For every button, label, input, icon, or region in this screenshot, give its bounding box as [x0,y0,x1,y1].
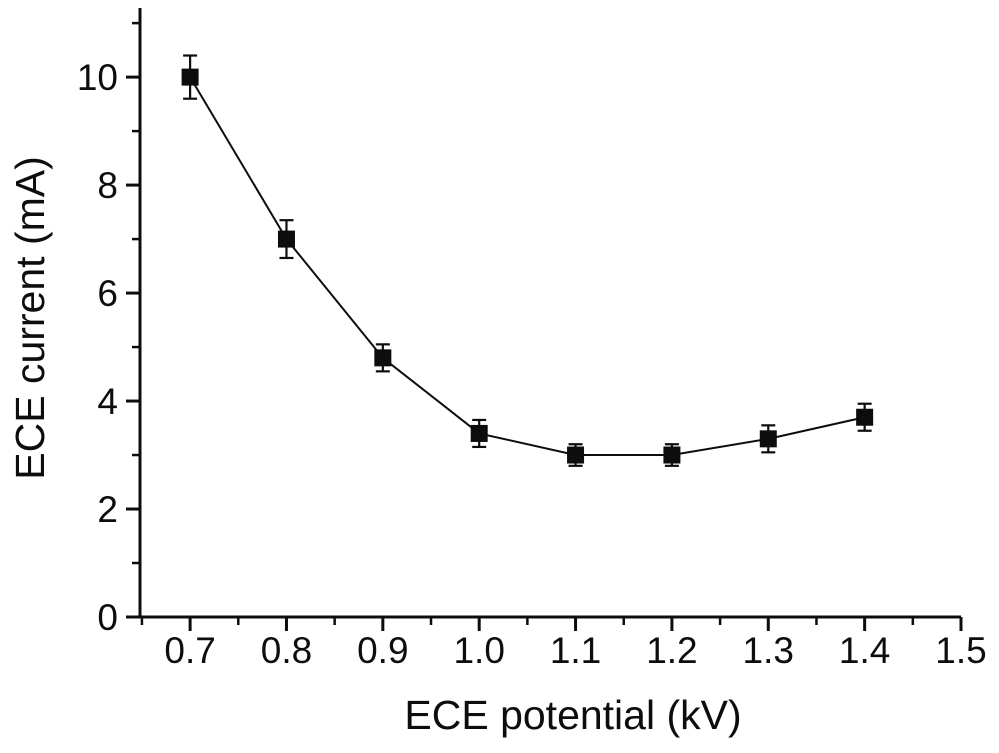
axes-layer [126,8,963,631]
x-axis-tick-label: 1.2 [646,630,697,671]
data-point-marker [856,408,874,426]
data-point-marker [567,446,585,464]
data-point-marker [759,430,777,448]
x-axis-tick-label: 1.4 [839,630,890,671]
x-axis-tick-label: 1.3 [743,630,794,671]
x-axis-title: ECE potential (kV) [404,692,741,738]
y-axis-tick-label: 0 [97,597,118,638]
x-axis-tick-label: 1.0 [453,630,504,671]
x-axis-tick-label: 0.9 [357,630,408,671]
tick-label-layer: 0 2 4 6 8 10 0.7 0.8 0.9 1.0 1.1 1.2 1.3 1.4 1.5 [77,57,987,671]
axis-spines [138,8,961,619]
y-axis-tick-label: 2 [97,489,118,530]
data-series-layer [181,54,874,467]
data-point-marker [181,68,199,86]
series-line [189,76,865,457]
data-point-marker [470,424,488,442]
y-axis-tick-label: 6 [97,273,118,314]
x-axis-tick-label: 0.8 [261,630,312,671]
y-axis-tick-label: 8 [97,165,118,206]
data-point-marker [663,446,681,464]
y-axis-title: ECE current (mA) [7,156,53,480]
x-axis-tick-label: 0.7 [164,630,215,671]
y-axis-tick-label: 4 [97,381,118,422]
data-point-marker [374,349,392,367]
data-point-marker [277,230,295,248]
x-axis-tick-label: 1.5 [935,630,986,671]
y-axis-tick-label: 10 [77,57,118,98]
x-axis-tick-label: 1.1 [550,630,601,671]
